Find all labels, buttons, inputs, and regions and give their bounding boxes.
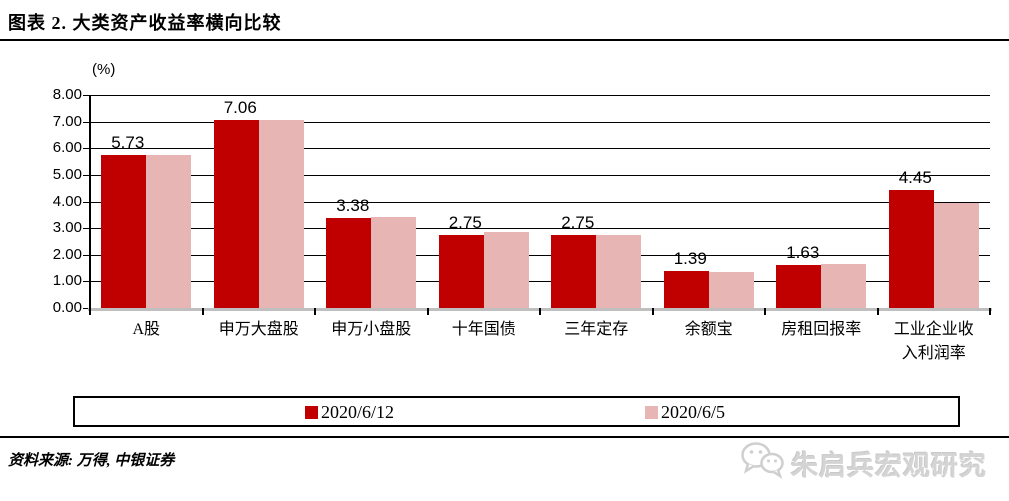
x-axis-tick: [539, 308, 541, 315]
bar-value-label: 2.75: [561, 212, 595, 232]
gridline: [90, 228, 990, 230]
x-axis-category-text: 申万大盘股: [218, 321, 299, 338]
gridline: [90, 121, 990, 123]
bar-2020/6/5-房租回报率: [821, 264, 867, 308]
y-axis-tick: [83, 121, 90, 123]
legend-item-series2: 2020/6/5: [645, 402, 725, 423]
x-axis-tick: [426, 308, 429, 315]
x-axis-category-label: 房租回报率: [765, 318, 878, 342]
y-axis-tick-label: 1.00: [52, 272, 82, 290]
y-axis-tick-label: 6.00: [52, 139, 82, 157]
x-axis-tick: [989, 308, 991, 315]
x-axis-category-label: 十年国债: [428, 318, 541, 342]
y-axis: [89, 95, 91, 310]
bar-2020/6/12-A股: [101, 155, 147, 308]
y-axis-unit-label: (%): [92, 61, 116, 78]
y-axis-tick-label: 8.00: [52, 86, 82, 103]
bar-2020/6/12-余额宝: [663, 270, 709, 308]
x-axis-category-label: 工业企业收入利润率: [878, 318, 991, 366]
x-axis-tick: [876, 308, 879, 315]
x-axis-category-label: 余额宝: [653, 318, 766, 342]
y-axis-tick: [83, 148, 90, 150]
watermark-text: 朱启兵宏观研究: [791, 451, 987, 481]
watermark: 朱启兵宏观研究: [739, 441, 987, 486]
x-axis-category-label: 申万小盘股: [315, 318, 428, 342]
gridline: [90, 201, 990, 203]
legend-swatch-dark-red: [305, 406, 318, 419]
y-axis-tick: [83, 281, 90, 283]
footer-divider: [0, 436, 1009, 438]
gridline: [90, 148, 990, 150]
x-axis-category-label: 申万大盘股: [203, 318, 316, 342]
gridline: [90, 254, 990, 256]
title-divider: [0, 39, 1009, 41]
legend-label-series2: 2020/6/5: [661, 402, 726, 422]
x-axis-category-text: 十年国债: [451, 321, 516, 338]
bar-2020/6/5-十年国债: [483, 232, 529, 308]
x-axis-category-text: 余额宝: [684, 321, 733, 338]
y-axis-tick-label: 0.00: [52, 299, 82, 316]
x-axis-category-text: 房租回报率: [781, 321, 862, 338]
bar-2020/6/12-三年定存: [551, 234, 597, 308]
y-axis-tick: [83, 308, 90, 309]
bar-2020/6/5-申万大盘股: [258, 120, 304, 308]
x-axis-category-text: 工业企业收入利润率: [893, 321, 974, 362]
x-axis-category-text: A股: [132, 321, 161, 338]
source-note: 资料来源: 万得, 中银证券: [8, 453, 175, 469]
bar-2020/6/12-申万大盘股: [213, 120, 259, 308]
y-axis-tick: [83, 95, 90, 96]
legend-item-series1: 2020/6/12: [305, 402, 394, 423]
x-axis-category-label: 三年定存: [540, 318, 653, 342]
bar-2020/6/12-申万小盘股: [326, 218, 372, 308]
y-axis-tick-label: 2.00: [52, 245, 82, 263]
legend-label-series1: 2020/6/12: [321, 402, 395, 422]
bar-value-label: 2.75: [448, 212, 482, 232]
legend: 2020/6/12 2020/6/5: [73, 396, 960, 427]
y-axis-tick-label: 5.00: [52, 165, 82, 183]
x-axis-tick: [314, 308, 316, 315]
bar-2020/6/5-A股: [146, 155, 192, 308]
wechat-icon: [739, 441, 791, 486]
legend-swatch-pink: [645, 406, 658, 419]
y-axis-tick-label: 3.00: [52, 219, 82, 237]
bar-value-label: 3.38: [336, 196, 370, 215]
y-axis-tick-label: 4.00: [52, 192, 82, 210]
bar-value-label: 7.06: [223, 98, 257, 118]
bar-2020/6/5-工业企业收入利润率: [933, 202, 979, 308]
x-axis-tick: [89, 308, 91, 315]
bar-2020/6/12-十年国债: [438, 234, 484, 308]
bar-2020/6/5-申万小盘股: [371, 217, 417, 308]
bar-value-label: 1.39: [673, 248, 707, 268]
x-axis-category-text: 三年定存: [564, 321, 629, 338]
x-axis-category-text: 申万小盘股: [331, 321, 412, 338]
y-axis-tick: [83, 201, 90, 203]
bar-2020/6/12-房租回报率: [776, 264, 822, 308]
figure-title: 图表 2. 大类资产收益率横向比较: [8, 13, 282, 33]
bar-2020/6/12-工业企业收入利润率: [888, 189, 934, 308]
y-axis-tick-label: 7.00: [52, 112, 82, 130]
gridline: [90, 174, 990, 176]
y-axis-tick: [83, 254, 90, 256]
bar-value-label: 5.73: [111, 133, 145, 153]
bar-value-label: 4.45: [898, 167, 932, 187]
y-axis-tick: [83, 174, 90, 176]
x-axis-category-label: A股: [90, 318, 203, 342]
x-axis-tick: [651, 308, 654, 315]
x-axis-tick: [201, 308, 204, 315]
x-axis-tick: [764, 308, 766, 315]
bar-2020/6/5-三年定存: [596, 234, 642, 308]
bar-2020/6/5-余额宝: [708, 272, 754, 308]
gridline: [90, 95, 990, 96]
bar-value-label: 1.63: [786, 242, 820, 262]
y-axis-tick: [83, 228, 90, 230]
gridline: [90, 281, 990, 283]
